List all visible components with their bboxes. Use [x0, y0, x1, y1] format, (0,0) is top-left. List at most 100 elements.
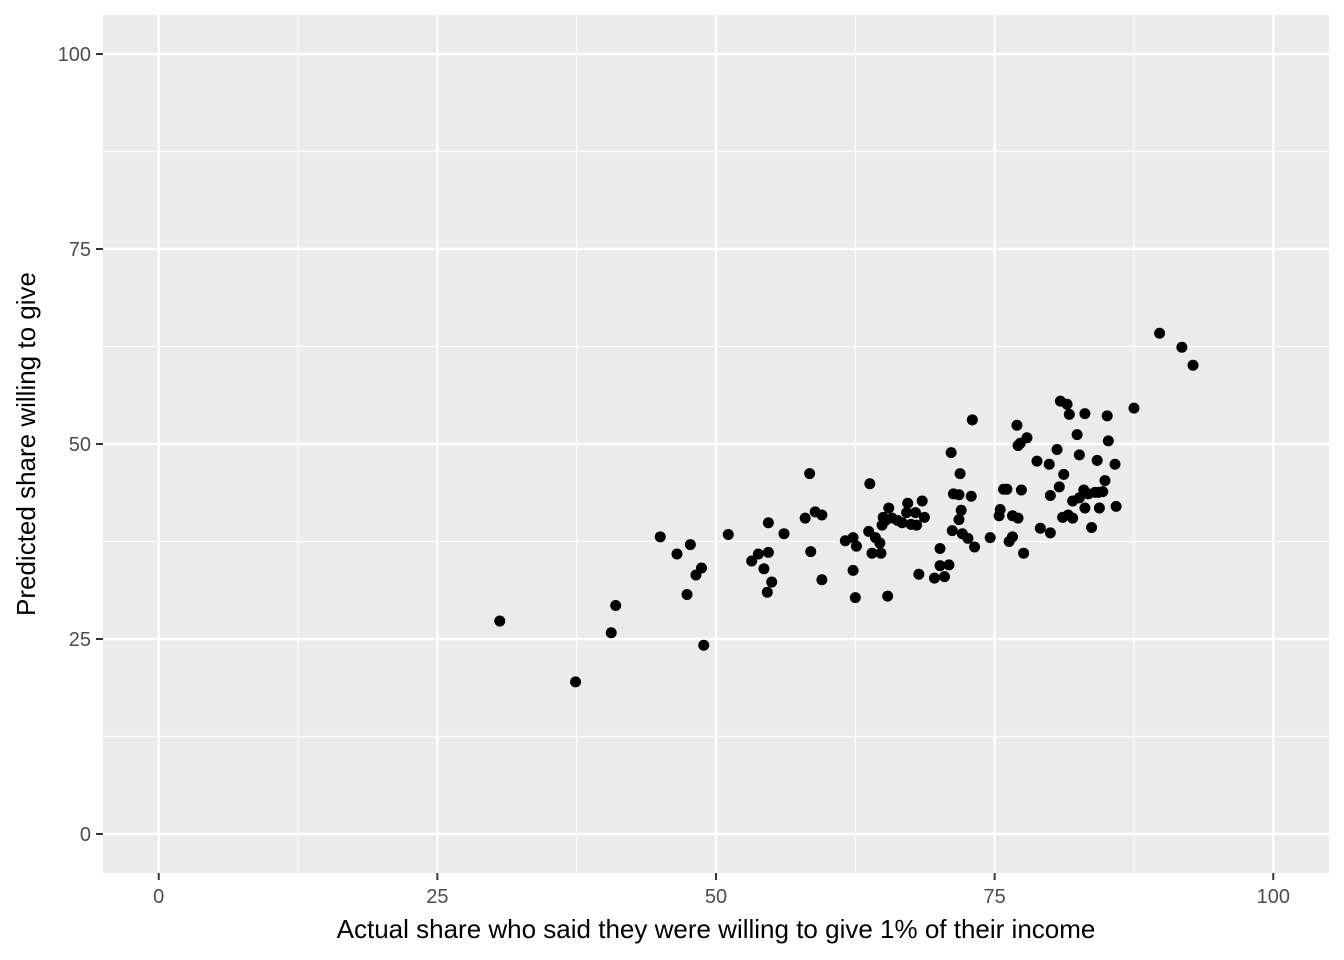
data-point	[1015, 484, 1027, 496]
data-point	[1061, 398, 1073, 410]
data-point	[1079, 502, 1091, 514]
data-point	[761, 586, 773, 598]
data-point	[1086, 521, 1098, 533]
data-point	[1044, 527, 1056, 539]
data-point	[1011, 419, 1023, 431]
data-point	[945, 447, 957, 459]
data-point	[684, 539, 696, 551]
data-point	[918, 511, 930, 523]
data-point	[946, 525, 958, 537]
data-point	[902, 497, 914, 509]
data-point	[1044, 489, 1056, 501]
data-point	[804, 468, 816, 480]
data-point	[955, 504, 967, 516]
data-point	[882, 590, 894, 602]
data-point	[911, 519, 923, 531]
data-point	[874, 537, 886, 549]
data-point	[1176, 341, 1188, 353]
data-point	[1063, 408, 1075, 420]
major-gridlines	[103, 15, 1329, 873]
data-point	[1109, 458, 1121, 470]
data-point	[1128, 402, 1140, 414]
data-point	[1006, 531, 1018, 543]
data-point	[883, 502, 895, 514]
data-point	[494, 615, 506, 627]
data-point	[1043, 458, 1055, 470]
data-point	[1079, 408, 1091, 420]
x-tick-label: 50	[705, 886, 727, 908]
data-point	[1018, 547, 1030, 559]
data-point	[1093, 502, 1105, 514]
data-point	[752, 548, 764, 560]
data-point	[866, 547, 878, 559]
data-point	[1102, 435, 1114, 447]
data-point	[1073, 449, 1085, 461]
data-point	[962, 532, 974, 544]
data-point	[847, 564, 859, 576]
data-point	[934, 560, 946, 572]
data-point	[928, 572, 940, 584]
data-point	[1021, 432, 1033, 444]
data-point	[1001, 483, 1013, 495]
data-point	[953, 514, 965, 526]
data-point	[953, 489, 965, 501]
data-point	[799, 512, 811, 524]
data-point	[778, 528, 790, 540]
data-point	[1097, 486, 1109, 498]
data-point	[1110, 500, 1122, 512]
data-point	[994, 504, 1006, 516]
data-point	[913, 568, 925, 580]
y-tick-label: 100	[58, 44, 91, 66]
y-tick-label: 75	[69, 239, 91, 261]
data-point	[1091, 454, 1103, 466]
data-point	[1067, 512, 1079, 524]
data-point	[1099, 475, 1111, 487]
data-point	[943, 559, 955, 571]
y-tick-label: 50	[69, 434, 91, 456]
data-point	[916, 495, 928, 507]
data-point	[934, 543, 946, 555]
data-point	[1187, 359, 1199, 371]
data-point	[816, 574, 828, 586]
x-tick-label: 100	[1257, 886, 1290, 908]
data-point	[698, 639, 710, 651]
y-axis: 0 25 50 75 100	[58, 44, 103, 846]
data-point	[805, 546, 817, 558]
x-tick-label: 0	[153, 886, 164, 908]
data-point	[966, 414, 978, 426]
data-point	[762, 517, 774, 529]
data-point	[1012, 512, 1024, 524]
data-point	[1101, 410, 1113, 422]
data-point	[969, 541, 981, 553]
x-tick-label: 75	[984, 886, 1006, 908]
data-point	[654, 531, 666, 543]
data-point	[938, 571, 950, 583]
data-point	[671, 548, 683, 560]
data-point	[864, 478, 876, 490]
x-axis-title: Actual share who said they were willing …	[337, 914, 1096, 944]
x-tick-label: 25	[426, 886, 448, 908]
data-point	[1031, 455, 1043, 467]
data-point	[746, 555, 758, 567]
data-point	[849, 592, 861, 604]
data-point	[850, 540, 862, 552]
data-point	[610, 599, 622, 611]
data-point	[954, 468, 966, 480]
data-point	[1051, 443, 1063, 455]
data-point	[1053, 481, 1065, 493]
y-tick-label: 25	[69, 629, 91, 651]
data-point	[681, 589, 693, 601]
data-point	[910, 507, 922, 519]
data-point	[847, 532, 859, 544]
data-point	[965, 490, 977, 502]
data-point	[696, 562, 708, 574]
data-point	[766, 576, 778, 588]
data-point	[1034, 522, 1046, 534]
data-point	[1154, 327, 1166, 339]
data-point	[1058, 468, 1070, 480]
data-point	[570, 676, 582, 688]
data-point	[762, 546, 774, 558]
data-point	[758, 563, 770, 575]
data-point	[816, 509, 828, 521]
